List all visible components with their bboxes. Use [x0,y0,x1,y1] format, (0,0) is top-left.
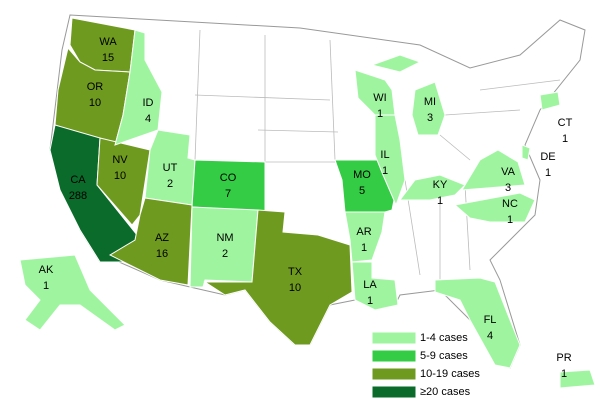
state-abbr: NV [112,154,128,166]
state-shape [461,149,526,191]
state-count: 10 [289,282,301,294]
state-abbr: PR [556,352,571,364]
state-shape [559,369,596,389]
state-count: 1 [545,167,551,179]
state-abbr: CT [558,117,573,129]
state-abbr: WI [373,92,386,104]
state-count: 1 [507,214,513,226]
state-shape [434,277,521,369]
state-count: 4 [487,330,493,342]
state-count: 1 [562,133,568,145]
state-abbr: CA [70,174,86,186]
legend-swatch [371,385,417,399]
legend-label: 5-9 cases [420,350,468,362]
legend-swatch [371,349,417,363]
legend-label: 10-19 cases [420,368,480,380]
state-shape [351,261,399,311]
legend-swatch [371,367,417,381]
state-shape [539,91,561,111]
state-count: 3 [505,182,511,194]
state-abbr: ID [143,97,154,109]
state-abbr: TX [288,266,303,278]
legend-label: ≥20 cases [420,386,471,398]
state-count: 1 [361,242,367,254]
legend-label: 1-4 cases [420,332,468,344]
state-shape [374,114,406,207]
state-count: 7 [225,188,231,200]
state-shape [96,137,151,226]
state-abbr: MO [353,169,371,181]
state-shape [344,211,386,263]
state-abbr: KY [433,179,448,191]
state-abbr: FL [484,314,497,326]
state-abbr: NM [216,232,233,244]
state-shape [203,209,353,346]
state-count: 288 [69,190,87,202]
state-abbr: AK [39,264,54,276]
state-count: 16 [156,248,168,260]
legend: 1-4 cases 5-9 cases 10-19 cases ≥20 cases [371,331,480,399]
state-count: 1 [437,195,443,207]
legend-swatch [371,331,417,345]
state-shape [19,254,126,331]
state-count: 3 [427,112,433,124]
state-count: 2 [167,178,173,190]
state-abbr: DE [540,151,555,163]
state-abbr: LA [363,279,377,291]
state-count: 15 [102,52,114,64]
state-abbr: WA [99,36,117,48]
state-abbr: AR [356,226,371,238]
state-shape [521,144,531,161]
state-count: 2 [222,248,228,260]
state-count: 10 [114,170,126,182]
state-abbr: AZ [155,232,169,244]
state-abbr: OR [87,81,104,93]
state-shape [453,192,536,223]
state-count: 1 [377,108,383,120]
state-abbr: IL [380,149,389,161]
state-shape [411,81,446,136]
state-shape [354,69,396,116]
state-count: 4 [145,113,151,125]
states [19,17,596,389]
state-shape [191,159,266,213]
state-count: 1 [43,280,49,292]
state-abbr: UT [163,162,178,174]
state-count: 1 [382,165,388,177]
labels: WA15OR10CA288NV10ID4UT2AZ16CO7NM2TX10MO5… [39,36,573,380]
state-abbr: VA [501,166,516,178]
state-count: 1 [367,295,373,307]
state-abbr: MI [424,96,436,108]
state-count: 10 [89,97,101,109]
state-abbr: CO [220,172,237,184]
state-count: 5 [359,185,365,197]
state-abbr: NC [502,198,518,210]
state-shape [370,54,422,73]
state-count: 1 [561,368,567,380]
